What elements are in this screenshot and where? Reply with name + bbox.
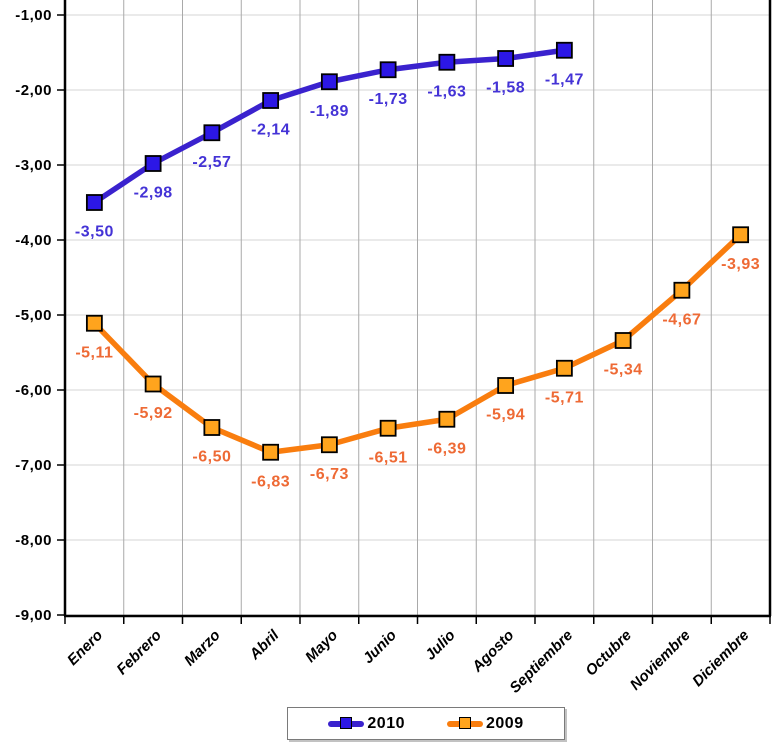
data-point-marker xyxy=(379,61,397,79)
data-point-marker xyxy=(144,375,162,393)
data-point-label: -2,57 xyxy=(192,154,231,171)
data-point-marker xyxy=(85,314,103,332)
y-tick-label: -3,00 xyxy=(15,157,52,174)
x-tick-label: Abril xyxy=(246,626,283,663)
x-tick-label: Julio xyxy=(422,627,459,664)
data-point-marker xyxy=(262,92,280,109)
y-tick-label: -7,00 xyxy=(15,457,52,474)
x-tick-label: Enero xyxy=(64,627,106,669)
x-tick-label: Septiembre xyxy=(506,627,576,697)
data-point-label: -6,39 xyxy=(427,440,466,457)
data-point-marker xyxy=(673,281,691,299)
y-tick-label: -5,00 xyxy=(15,307,52,324)
legend-item-2010: 2010 xyxy=(328,715,405,733)
data-point-marker xyxy=(262,443,280,461)
data-point-label: -1,47 xyxy=(545,71,584,88)
data-point-label: -5,34 xyxy=(604,362,643,379)
chart-legend: 2010 2009 xyxy=(287,707,565,740)
series-2010: -3,50 -2,98 -2,57 -2,14 -1,89 -1,73 -1,63 -1,58… xyxy=(75,41,584,241)
data-point-marker xyxy=(203,419,221,436)
data-point-marker xyxy=(555,41,573,59)
y-axis-labels: -1,00 -2,00 -3,00 -4,00 -5,00 -6,00 -7,00 -8,00… xyxy=(15,7,52,624)
y-tick-label: -1,00 xyxy=(15,7,52,24)
data-point-marker xyxy=(320,73,338,91)
data-point-marker xyxy=(732,226,750,244)
legend-series-marker-icon xyxy=(328,716,365,729)
data-point-label: -1,58 xyxy=(486,80,525,97)
data-point-marker xyxy=(438,53,456,71)
data-point-label: -5,11 xyxy=(75,344,113,361)
data-point-marker xyxy=(555,359,573,377)
data-point-label: -5,94 xyxy=(486,407,525,424)
legend-label: 2009 xyxy=(486,714,524,732)
y-tick-label: -8,00 xyxy=(15,532,52,549)
legend-item-2009: 2009 xyxy=(447,715,524,733)
data-point-label: -4,67 xyxy=(662,311,701,328)
legend-label: 2010 xyxy=(367,714,405,732)
x-tick-label: Agosto xyxy=(468,627,517,676)
data-point-label: -6,50 xyxy=(192,449,231,466)
data-point-label: -1,89 xyxy=(310,103,349,120)
data-point-label: -5,92 xyxy=(134,405,173,422)
x-tick-label: Febrero xyxy=(113,627,165,679)
x-tick-label: Marzo xyxy=(181,627,224,670)
data-point-marker xyxy=(497,377,515,394)
data-point-label: -5,71 xyxy=(545,389,584,406)
data-point-marker xyxy=(614,332,632,349)
axes xyxy=(57,0,772,624)
data-point-marker xyxy=(438,410,456,428)
data-point-label: -6,51 xyxy=(369,449,408,466)
y-tick-label: -9,00 xyxy=(15,607,52,624)
data-point-marker xyxy=(320,436,338,454)
data-point-label: -1,63 xyxy=(427,83,466,100)
y-tick-label: -4,00 xyxy=(15,232,52,249)
data-point-marker xyxy=(144,155,162,172)
data-point-marker xyxy=(203,124,221,142)
data-point-label: -1,73 xyxy=(369,91,408,108)
x-tick-label: Octubre xyxy=(582,627,635,680)
data-point-label: -2,14 xyxy=(251,122,290,139)
x-tick-label: Noviembre xyxy=(627,627,694,694)
x-tick-label: Diciembre xyxy=(689,627,752,690)
y-tick-label: -2,00 xyxy=(15,82,52,99)
series-line-2010 xyxy=(91,47,568,206)
x-axis-labels: Enero Febrero Marzo Abril Mayo Junio Julio Agos… xyxy=(64,626,752,696)
data-point-marker xyxy=(497,50,515,67)
series-2009: -5,11 -5,92 -6,50 -6,83 -6,73 -6,51 -6,39 -5,94… xyxy=(75,226,760,490)
gridlines xyxy=(65,0,770,616)
x-tick-label: Junio xyxy=(360,627,400,667)
data-point-label: -3,93 xyxy=(721,256,760,273)
x-tick-label: Mayo xyxy=(302,627,341,666)
series-line-2009 xyxy=(91,232,744,455)
y-tick-label: -6,00 xyxy=(15,382,52,399)
data-point-label: -3,50 xyxy=(75,224,114,241)
legend-series-marker-icon xyxy=(447,716,483,729)
data-point-label: -2,98 xyxy=(134,185,173,202)
data-point-marker xyxy=(85,194,103,211)
data-point-label: -6,83 xyxy=(251,473,290,490)
data-point-marker xyxy=(379,419,397,437)
data-point-label: -6,73 xyxy=(310,466,349,483)
